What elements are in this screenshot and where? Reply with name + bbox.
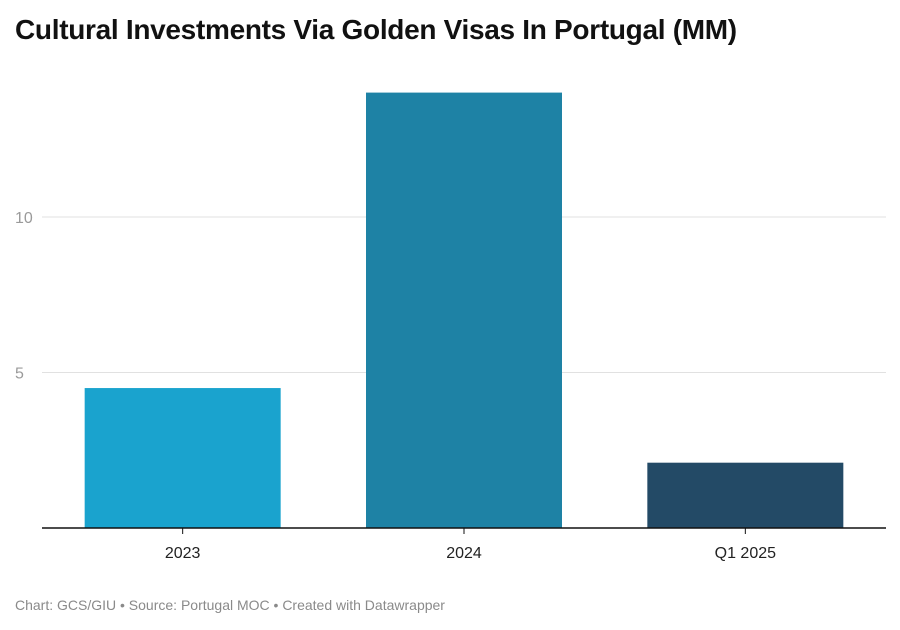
bar-2023 bbox=[84, 388, 281, 528]
bar-q1-2025 bbox=[647, 462, 844, 528]
chart-title: Cultural Investments Via Golden Visas In… bbox=[15, 14, 737, 45]
footer-credit: Chart: GCS/GIU • Source: Portugal MOC • … bbox=[15, 597, 445, 613]
y-tick-label: 5 bbox=[15, 366, 24, 383]
bar-2024 bbox=[366, 92, 562, 528]
y-tick-label: 10 bbox=[15, 210, 33, 227]
x-tick-label: Q1 2025 bbox=[715, 545, 776, 562]
x-tick-label: 2023 bbox=[165, 545, 201, 562]
x-tick-label: 2024 bbox=[446, 545, 482, 562]
